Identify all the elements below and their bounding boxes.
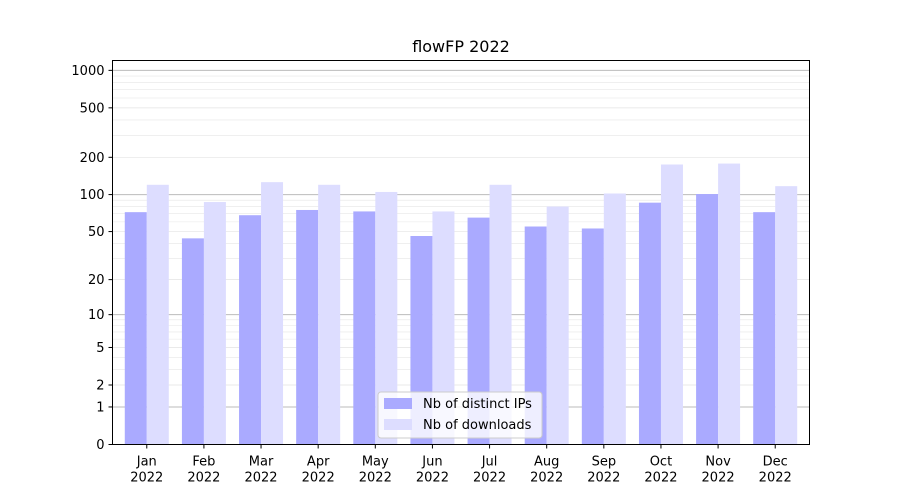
bar-distinct-ips: [753, 212, 776, 445]
bar-distinct-ips: [181, 238, 204, 445]
x-tick-label-month: Nov: [705, 455, 731, 470]
bar-downloads: [318, 184, 341, 445]
x-tick-label-month: Feb: [192, 455, 215, 470]
chart-title: flowFP 2022: [412, 37, 510, 56]
x-tick-label-month: May: [362, 455, 389, 470]
bar-downloads: [261, 182, 284, 445]
y-tick-label: 100: [80, 188, 105, 203]
bar-distinct-ips: [638, 202, 661, 445]
x-tick-label-year: 2022: [702, 471, 735, 486]
x-tick-label-year: 2022: [587, 471, 620, 486]
y-axis: 0 1 2 5 10 20 50 100 200 500 1000: [71, 64, 113, 453]
legend-label: Nb of downloads: [423, 418, 532, 433]
x-tick-label-year: 2022: [473, 471, 506, 486]
legend-swatch: [384, 419, 412, 430]
bar-distinct-ips: [124, 212, 147, 445]
x-tick-label-month: Oct: [650, 455, 672, 470]
x-tick-label-year: 2022: [530, 471, 563, 486]
bar-distinct-ips: [296, 209, 319, 445]
x-tick-label-year: 2022: [244, 471, 277, 486]
x-tick-label-month: Dec: [763, 455, 788, 470]
y-tick-label: 200: [80, 151, 105, 166]
x-tick-label-month: Jul: [481, 455, 498, 470]
bar-downloads: [775, 186, 798, 445]
bar-downloads: [146, 184, 169, 445]
bar-distinct-ips: [353, 211, 376, 445]
x-tick-label-month: Jan: [136, 455, 157, 470]
y-tick-label: 50: [88, 225, 105, 240]
bar-downloads: [603, 193, 626, 445]
legend-box: [377, 391, 543, 439]
grid-lines: [112, 69, 810, 445]
x-tick-label-year: 2022: [130, 471, 163, 486]
bar-downloads: [489, 184, 512, 445]
bar-downloads: [546, 206, 569, 445]
legend: Nb of distinct IPs Nb of downloads: [377, 391, 543, 439]
bar-distinct-ips: [467, 217, 490, 445]
bar-downloads: [203, 202, 226, 445]
x-tick-label-month: Sep: [592, 455, 617, 470]
y-tick-label: 0: [96, 438, 104, 453]
bar-downloads: [718, 163, 741, 445]
bar-downloads: [375, 191, 398, 445]
bar-distinct-ips: [696, 194, 719, 445]
x-tick-label-month: Mar: [249, 455, 274, 470]
bar-distinct-ips: [581, 228, 604, 445]
x-tick-label-year: 2022: [359, 471, 392, 486]
plot-frame: [112, 60, 810, 445]
x-tick-label-year: 2022: [759, 471, 792, 486]
x-tick-label-month: Jun: [421, 455, 442, 470]
y-tick-label: 20: [88, 273, 105, 288]
y-tick-label: 500: [80, 101, 105, 116]
y-tick-label: 2: [96, 379, 104, 394]
x-tick-label-month: Aug: [534, 455, 559, 470]
legend-label: Nb of distinct IPs: [423, 397, 532, 412]
x-tick-label-month: Apr: [307, 455, 330, 470]
bar-distinct-ips: [239, 215, 262, 445]
bar-downloads: [660, 164, 683, 445]
x-axis: Jan2022Feb2022Mar2022Apr2022May2022Jun20…: [130, 444, 792, 486]
x-tick-label-year: 2022: [187, 471, 220, 486]
legend-swatch: [384, 398, 412, 409]
y-tick-label: 1: [96, 400, 104, 415]
x-tick-label-year: 2022: [416, 471, 449, 486]
y-tick-label: 1000: [71, 64, 104, 79]
x-tick-label-year: 2022: [644, 471, 677, 486]
bar-distinct-ips: [524, 226, 547, 445]
y-tick-label: 5: [96, 341, 104, 356]
y-tick-label: 10: [88, 308, 105, 323]
x-tick-label-year: 2022: [302, 471, 335, 486]
bar-downloads: [432, 211, 455, 445]
